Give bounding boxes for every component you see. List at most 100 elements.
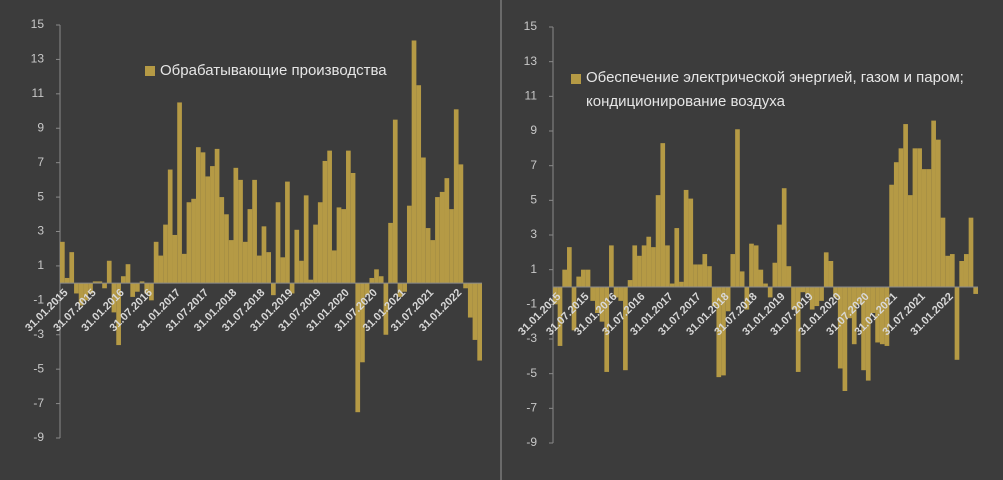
- bar: [623, 287, 628, 371]
- bar: [411, 40, 417, 284]
- bar: [683, 189, 689, 287]
- bar: [346, 150, 351, 284]
- bar: [116, 283, 121, 346]
- bar: [730, 254, 736, 287]
- bar: [753, 245, 759, 287]
- y-tick-label: 3: [37, 224, 44, 238]
- bar: [158, 255, 164, 284]
- bar: [735, 129, 740, 287]
- bar: [791, 287, 796, 310]
- bar: [856, 287, 862, 305]
- bar: [613, 287, 619, 298]
- bar: [819, 287, 824, 301]
- bar: [721, 287, 726, 376]
- bar: [945, 255, 950, 287]
- bar: [805, 287, 810, 294]
- bar: [130, 283, 136, 297]
- bar: [186, 202, 192, 284]
- bar: [935, 139, 941, 287]
- chart-panel: -9-7-5-3-11357911131531.01.201531.07.201…: [516, 19, 978, 449]
- bar: [289, 283, 295, 294]
- bar: [210, 166, 215, 284]
- bar: [632, 245, 638, 287]
- bar: [238, 179, 243, 284]
- bar: [716, 287, 722, 378]
- legend-label: Обрабатывающие производства: [160, 62, 387, 79]
- bar: [163, 224, 168, 284]
- y-tick-label: -3: [526, 331, 537, 345]
- y-tick-label: 9: [37, 120, 44, 134]
- bar: [697, 264, 703, 287]
- bar: [641, 245, 647, 287]
- bar: [144, 283, 150, 294]
- bar: [224, 214, 229, 284]
- bar: [795, 287, 801, 372]
- bar: [781, 188, 787, 287]
- bar: [814, 287, 820, 307]
- y-tick-label: 5: [37, 189, 44, 203]
- bar: [88, 283, 93, 294]
- legend-label: Обеспечение электрической энергией, газо…: [586, 69, 964, 110]
- bar: [97, 281, 103, 284]
- bar: [777, 224, 782, 287]
- bar: [823, 252, 829, 287]
- bar: [567, 247, 572, 287]
- bar: [378, 276, 384, 284]
- y-tick-label: 15: [31, 17, 45, 31]
- y-tick-label: -7: [526, 401, 537, 415]
- bar: [767, 287, 773, 298]
- bar: [78, 283, 84, 306]
- bar: [637, 255, 642, 287]
- bar: [392, 119, 398, 284]
- y-tick-label: 1: [530, 262, 537, 276]
- bar: [646, 236, 652, 287]
- bar: [439, 191, 445, 284]
- bar: [271, 283, 276, 296]
- y-tick-label: -5: [33, 361, 44, 375]
- bar: [125, 264, 131, 284]
- bar: [940, 217, 946, 287]
- bar: [313, 224, 318, 284]
- bar: [402, 283, 407, 292]
- bar: [472, 283, 478, 340]
- y-tick-label: -7: [33, 396, 44, 410]
- legend-swatch: [571, 74, 581, 84]
- bar: [571, 287, 577, 331]
- bar: [884, 287, 890, 346]
- bar: [149, 283, 154, 301]
- bar: [430, 240, 436, 284]
- y-tick-label: 7: [37, 155, 44, 169]
- bar: [599, 287, 605, 322]
- y-tick-label: 5: [530, 193, 537, 207]
- bar: [285, 181, 290, 284]
- bar: [153, 241, 159, 284]
- y-tick-label: -9: [33, 430, 44, 444]
- bar: [865, 287, 871, 381]
- bar: [973, 287, 978, 294]
- bar: [786, 266, 792, 287]
- bar: [707, 266, 712, 287]
- bar: [581, 269, 586, 287]
- bar: [172, 234, 178, 284]
- bar: [744, 287, 750, 310]
- bar: [299, 260, 304, 284]
- bar: [912, 148, 918, 287]
- y-tick-label: 7: [530, 158, 537, 172]
- y-tick-label: 9: [530, 123, 537, 137]
- bar: [903, 124, 908, 287]
- y-tick-label: -5: [526, 366, 537, 380]
- bar: [604, 287, 610, 372]
- bar: [576, 276, 582, 287]
- bar: [92, 281, 98, 284]
- bar: [195, 147, 201, 284]
- bar: [374, 269, 379, 284]
- bar: [772, 262, 778, 287]
- y-tick-label: 15: [524, 19, 538, 33]
- bar: [477, 283, 482, 361]
- y-tick-label: -1: [33, 293, 44, 307]
- bar: [968, 217, 974, 287]
- y-tick-label: -9: [526, 435, 537, 449]
- bar: [266, 252, 271, 284]
- bar: [406, 205, 412, 284]
